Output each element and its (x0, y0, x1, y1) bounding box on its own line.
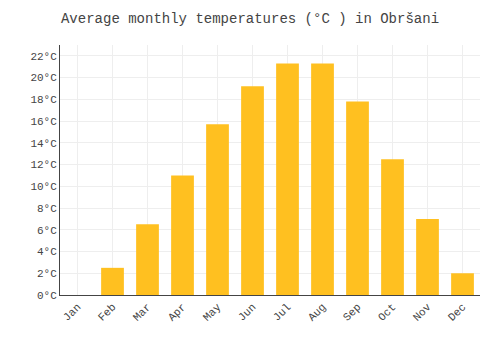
svg-text:Jun: Jun (236, 301, 258, 323)
svg-text:6°C: 6°C (37, 225, 57, 237)
svg-text:Feb: Feb (96, 301, 118, 323)
svg-text:16°C: 16°C (30, 116, 57, 128)
svg-text:2°C: 2°C (37, 268, 57, 280)
svg-text:Dec: Dec (446, 301, 468, 323)
svg-text:Mar: Mar (131, 301, 153, 323)
svg-text:4°C: 4°C (37, 246, 57, 258)
svg-text:Average monthly temperatures (: Average monthly temperatures (°C ) in Ob… (61, 11, 439, 27)
svg-text:Apr: Apr (166, 301, 188, 323)
svg-text:22°C: 22°C (30, 51, 57, 63)
svg-text:Aug: Aug (306, 301, 328, 323)
svg-text:20°C: 20°C (30, 72, 57, 84)
svg-text:8°C: 8°C (37, 203, 57, 215)
svg-text:Jan: Jan (61, 301, 83, 323)
svg-text:May: May (201, 301, 224, 324)
svg-text:18°C: 18°C (30, 94, 57, 106)
svg-text:10°C: 10°C (30, 181, 57, 193)
svg-text:Nov: Nov (411, 301, 434, 324)
svg-text:12°C: 12°C (30, 159, 57, 171)
svg-text:Jul: Jul (271, 301, 293, 323)
svg-text:Sep: Sep (341, 301, 363, 323)
svg-text:14°C: 14°C (30, 138, 57, 150)
svg-text:Oct: Oct (376, 301, 398, 323)
svg-text:0°C: 0°C (37, 290, 57, 302)
